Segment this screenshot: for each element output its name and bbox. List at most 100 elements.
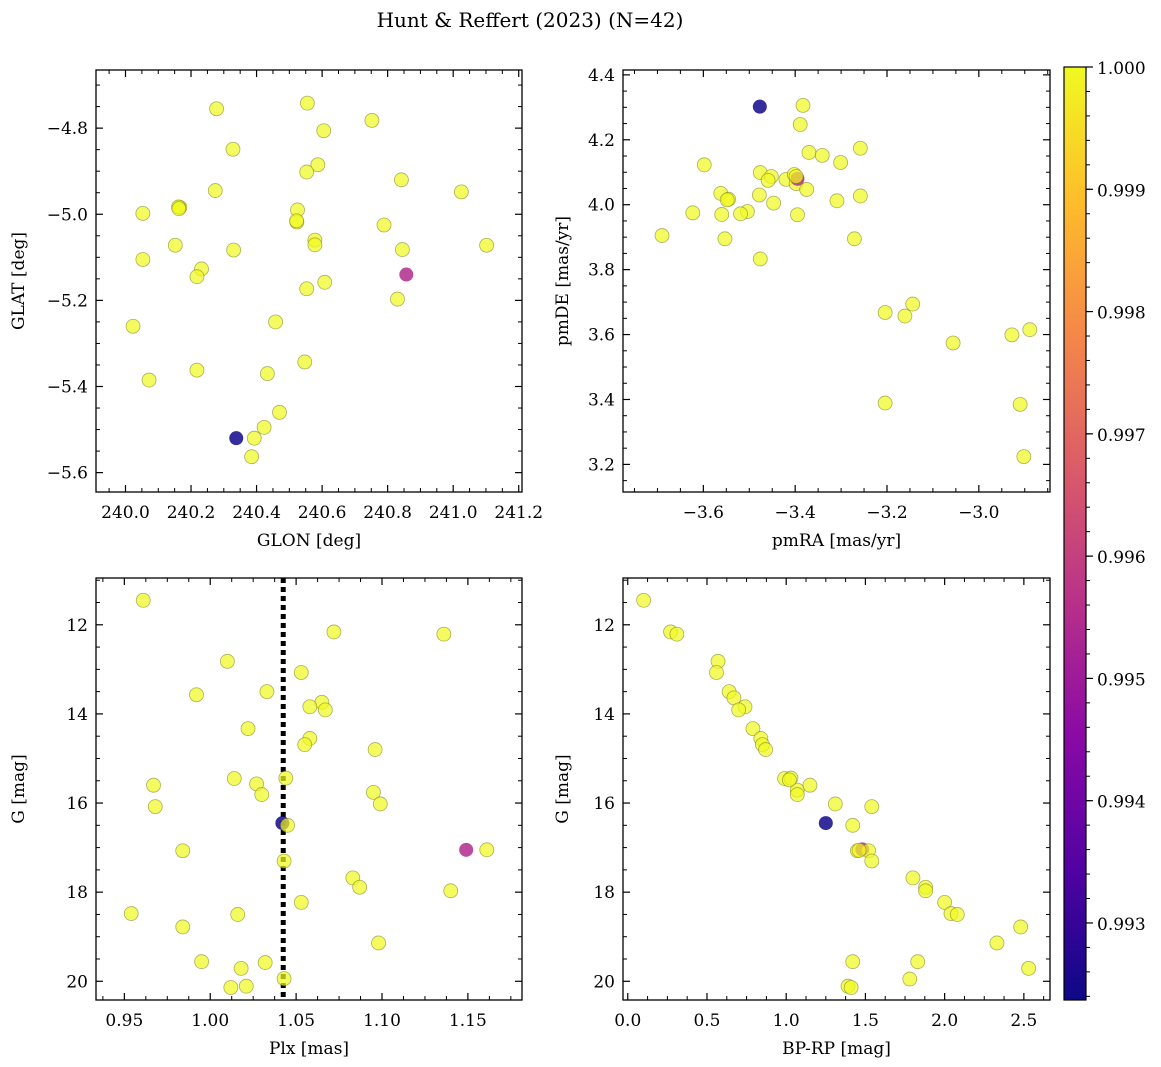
y-tick-label: 16 — [66, 794, 88, 814]
scatter-point — [719, 192, 735, 208]
scatter-point — [453, 184, 469, 200]
x-tick-label: 240.6 — [298, 503, 347, 523]
scatter-point — [259, 366, 275, 381]
scatter-point — [135, 205, 151, 221]
scatter-points — [654, 97, 1038, 465]
x-axis-label: Plx [mas] — [269, 1039, 349, 1059]
scatter-point — [394, 172, 409, 188]
scatter-point — [209, 101, 224, 117]
scatter-point — [299, 281, 315, 297]
scatter-point — [268, 314, 283, 330]
scatter-point — [752, 251, 768, 267]
x-tick-label: 240.2 — [167, 503, 216, 523]
x-tick-label: 1.15 — [449, 1011, 487, 1031]
scatter-point — [256, 420, 272, 435]
scatter-point — [654, 228, 670, 243]
scatter-point — [766, 195, 781, 211]
y-tick-label: 20 — [66, 972, 88, 992]
scatter-point — [760, 172, 776, 188]
scatter-point — [443, 883, 459, 899]
x-tick-label: 1.10 — [363, 1011, 401, 1031]
axes-frame — [622, 69, 1051, 493]
scatter-point — [307, 237, 323, 253]
scatter-points — [636, 592, 1037, 995]
colorbar-tick-label: 0.995 — [1097, 670, 1146, 690]
y-tick-label: −5.6 — [47, 464, 88, 484]
scatter-point — [238, 978, 254, 994]
scatter-point — [259, 684, 275, 700]
scatter-point — [714, 207, 730, 222]
y-tick-label: 3.8 — [588, 261, 615, 281]
scatter-point — [847, 231, 862, 247]
scatter-point — [367, 742, 383, 757]
scatter-point — [167, 237, 183, 253]
scatter-point — [310, 157, 326, 173]
scatter-point — [852, 140, 868, 156]
scatter-point — [752, 99, 767, 114]
scatter-point — [479, 842, 495, 858]
panel-glon-glat: 240.0 240.2 240.4 240.6 240.8 241.0 241.2 −5.6 −… — [9, 69, 543, 551]
y-tick-label: 14 — [593, 705, 615, 725]
scatter-point — [949, 907, 965, 922]
scatter-point — [189, 687, 204, 703]
scatter-point — [125, 318, 141, 334]
scatter-point — [685, 205, 701, 221]
figure-title: Hunt & Reffert (2023) (N=42) — [377, 8, 684, 32]
scatter-point — [244, 449, 260, 465]
scatter-point — [669, 626, 685, 642]
scatter-point — [278, 770, 294, 786]
scatter-point — [302, 699, 318, 715]
panel-bprp-g: 0.0 0.5 1.0 1.5 2.0 2.5 12 14 16 18 20 BP-RP [mag] G… — [553, 577, 1051, 1059]
scatter-point — [1022, 322, 1038, 338]
x-tick-label: −3.4 — [775, 503, 816, 523]
x-axis-label: GLON [deg] — [257, 531, 361, 551]
x-tick-label: 240.0 — [101, 503, 150, 523]
scatter-point — [902, 971, 918, 987]
scatter-point — [781, 772, 797, 788]
scatter-point — [276, 971, 292, 987]
x-tick-label: 1.0 — [773, 1011, 800, 1031]
scatter-point — [317, 274, 333, 290]
scatter-point — [293, 665, 309, 680]
x-tick-label: 1.00 — [191, 1011, 229, 1031]
y-tick-label: −5.0 — [47, 205, 88, 225]
scatter-point — [123, 906, 139, 921]
scatter-point — [733, 206, 748, 222]
scatter-point — [376, 217, 392, 233]
scatter-point — [141, 372, 157, 388]
scatter-point — [240, 721, 256, 737]
scatter-point — [717, 231, 733, 247]
scatter-point — [852, 188, 868, 204]
scatter-point — [194, 954, 210, 970]
scatter-point — [394, 242, 410, 257]
scatter-point — [789, 787, 805, 802]
y-tick-label: 12 — [593, 616, 615, 636]
scatter-point — [843, 980, 859, 995]
y-tick-label: −5.2 — [47, 291, 88, 311]
scatter-point — [636, 592, 651, 608]
scatter-point — [293, 895, 309, 910]
scatter-point — [1016, 449, 1032, 465]
scatter-point — [254, 787, 270, 802]
colorbar-tick-label: 0.996 — [1097, 548, 1146, 568]
y-tick-label: 3.2 — [588, 455, 615, 475]
y-tick-label: 3.4 — [588, 390, 615, 410]
y-tick-label: −5.4 — [47, 378, 88, 398]
scatter-point — [1004, 327, 1020, 343]
y-axis-label: pmDE [mas/yr] — [553, 216, 573, 346]
y-tick-label: 18 — [66, 883, 88, 903]
colorbar-tick-label: 0.997 — [1097, 426, 1146, 446]
scatter-point — [709, 665, 724, 680]
scatter-point — [135, 592, 151, 608]
y-tick-label: 12 — [66, 616, 88, 636]
scatter-point — [877, 305, 893, 320]
scatter-point — [696, 157, 712, 173]
y-tick-label: 20 — [593, 972, 615, 992]
y-tick-label: −4.8 — [47, 119, 88, 139]
scatter-point — [864, 799, 880, 815]
scatter-point — [788, 169, 804, 184]
y-tick-label: 4.0 — [588, 196, 615, 216]
scatter-point — [171, 201, 187, 217]
scatter-point — [147, 799, 163, 815]
x-tick-label: 240.4 — [232, 503, 281, 523]
